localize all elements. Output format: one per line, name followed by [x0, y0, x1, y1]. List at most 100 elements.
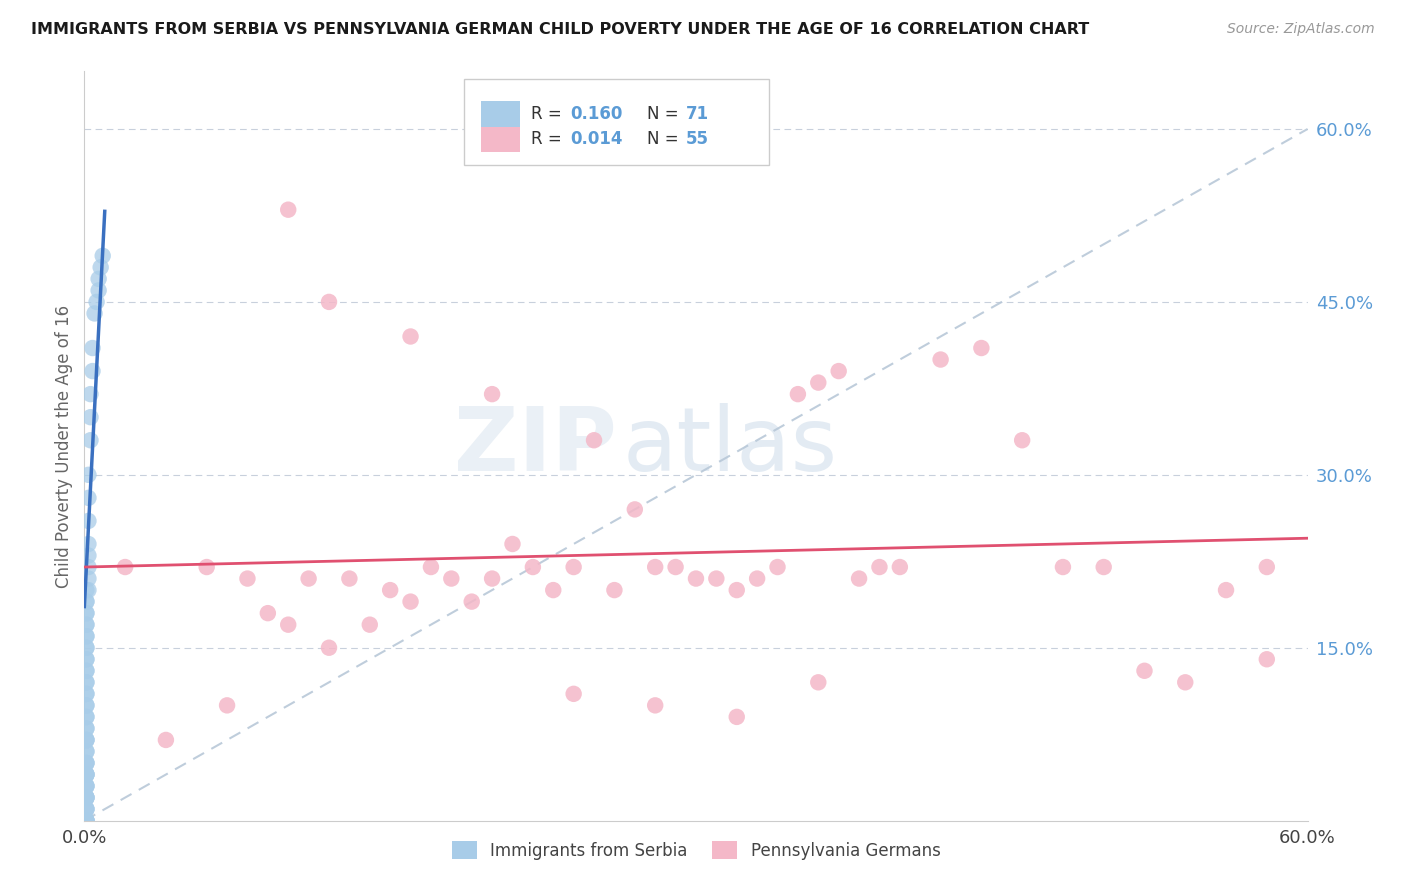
- FancyBboxPatch shape: [481, 102, 520, 127]
- Point: [77, 491, 100, 505]
- Point: [75, 617, 97, 632]
- Point: [75, 744, 97, 758]
- Point: [75, 722, 97, 736]
- Point: [82, 364, 104, 378]
- Point: [1256, 652, 1278, 666]
- Point: [77, 514, 100, 528]
- Point: [75, 652, 97, 666]
- Point: [75, 779, 97, 793]
- Point: [562, 687, 585, 701]
- Point: [86, 294, 108, 309]
- Point: [562, 560, 585, 574]
- Text: 0.014: 0.014: [569, 130, 623, 148]
- Point: [277, 202, 299, 217]
- Point: [75, 606, 97, 620]
- Point: [869, 560, 891, 574]
- Point: [399, 594, 422, 608]
- Point: [828, 364, 851, 378]
- Point: [87, 284, 110, 298]
- Point: [75, 629, 97, 643]
- Text: ZIP: ZIP: [454, 402, 616, 490]
- Point: [75, 814, 97, 828]
- Point: [318, 294, 340, 309]
- Point: [440, 572, 463, 586]
- Point: [481, 572, 503, 586]
- Point: [1256, 560, 1278, 574]
- Point: [75, 756, 97, 770]
- Point: [75, 606, 97, 620]
- Point: [77, 572, 100, 586]
- Point: [1174, 675, 1197, 690]
- Point: [399, 329, 422, 343]
- Point: [75, 687, 97, 701]
- Point: [75, 790, 97, 805]
- Point: [77, 560, 100, 574]
- Text: IMMIGRANTS FROM SERBIA VS PENNSYLVANIA GERMAN CHILD POVERTY UNDER THE AGE OF 16 : IMMIGRANTS FROM SERBIA VS PENNSYLVANIA G…: [31, 22, 1090, 37]
- Point: [747, 572, 769, 586]
- Point: [1011, 434, 1033, 448]
- Point: [77, 537, 100, 551]
- Point: [807, 675, 830, 690]
- Point: [75, 756, 97, 770]
- Point: [75, 675, 97, 690]
- Point: [75, 767, 97, 781]
- Point: [481, 387, 503, 401]
- Point: [929, 352, 952, 367]
- Point: [75, 802, 97, 816]
- FancyBboxPatch shape: [481, 127, 520, 152]
- Text: 55: 55: [686, 130, 709, 148]
- Point: [75, 733, 97, 747]
- Point: [75, 664, 97, 678]
- Point: [461, 594, 484, 608]
- Point: [75, 767, 97, 781]
- Point: [90, 260, 112, 275]
- Point: [79, 410, 101, 425]
- Point: [155, 733, 177, 747]
- Point: [75, 814, 97, 828]
- Point: [75, 698, 97, 713]
- Point: [75, 710, 97, 724]
- Point: [75, 698, 97, 713]
- Point: [848, 572, 870, 586]
- Point: [766, 560, 789, 574]
- Point: [79, 387, 101, 401]
- Point: [644, 560, 666, 574]
- Point: [236, 572, 259, 586]
- Point: [359, 617, 381, 632]
- Point: [725, 583, 748, 598]
- Point: [1215, 583, 1237, 598]
- FancyBboxPatch shape: [464, 78, 769, 165]
- Point: [665, 560, 688, 574]
- Point: [75, 767, 97, 781]
- Text: R =: R =: [531, 105, 567, 123]
- Point: [75, 744, 97, 758]
- Point: [420, 560, 443, 574]
- Text: N =: N =: [647, 130, 683, 148]
- Point: [970, 341, 993, 355]
- Point: [75, 594, 97, 608]
- Point: [787, 387, 810, 401]
- Point: [83, 306, 105, 320]
- Point: [75, 617, 97, 632]
- Point: [75, 767, 97, 781]
- Point: [75, 802, 97, 816]
- Point: [277, 617, 299, 632]
- Point: [380, 583, 402, 598]
- Legend: Immigrants from Serbia, Pennsylvania Germans: Immigrants from Serbia, Pennsylvania Ger…: [444, 835, 948, 866]
- Point: [75, 733, 97, 747]
- Text: N =: N =: [647, 105, 683, 123]
- Point: [603, 583, 626, 598]
- Point: [75, 790, 97, 805]
- Point: [706, 572, 728, 586]
- Point: [543, 583, 565, 598]
- Point: [87, 272, 110, 286]
- Point: [75, 733, 97, 747]
- Point: [75, 710, 97, 724]
- Text: 0.160: 0.160: [569, 105, 623, 123]
- Point: [583, 434, 606, 448]
- Point: [77, 467, 100, 482]
- Point: [75, 779, 97, 793]
- Point: [75, 779, 97, 793]
- Point: [339, 572, 361, 586]
- Point: [889, 560, 911, 574]
